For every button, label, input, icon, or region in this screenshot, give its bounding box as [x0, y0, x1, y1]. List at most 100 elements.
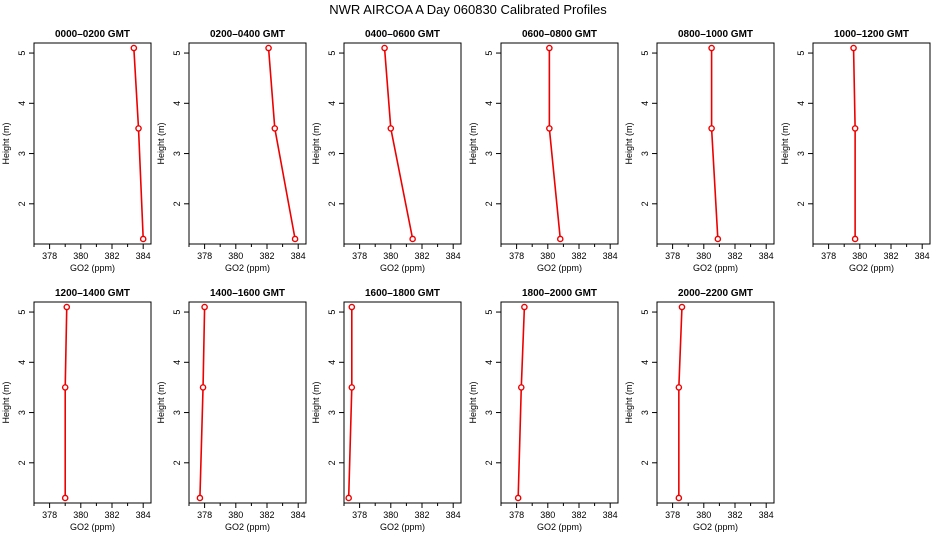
y-tick-label: 2 — [17, 460, 27, 465]
profile-panel-10: 1800–2000 GMT 378 380 382 384 2 3 4 5 GO2 (ppm) He… — [468, 288, 619, 532]
x-tick-label: 384 — [759, 510, 774, 520]
y-tick-label: 2 — [640, 460, 650, 465]
figure-title: NWR AIRCOA A Day 060830 Calibrated Profi… — [329, 2, 607, 17]
profile-point — [61, 384, 69, 391]
x-axis-label: GO2 (ppm) — [693, 522, 738, 532]
y-tick-label: 3 — [640, 410, 650, 415]
profile-panel-11: 2000–2200 GMT 378 380 382 384 2 3 4 5 GO2 (ppm) He… — [624, 288, 775, 532]
panel-title: 1400–1600 GMT — [210, 288, 285, 299]
x-tick-label: 378 — [197, 510, 212, 520]
y-tick-label: 5 — [327, 51, 337, 56]
y-tick-label: 2 — [484, 201, 494, 206]
y-tick-label: 3 — [172, 410, 182, 415]
profile-panel-3: 0400–0600 GMT 378 380 382 384 2 3 4 5 GO2 (ppm) He… — [311, 29, 462, 273]
profile-point — [546, 125, 553, 132]
x-tick-label: 378 — [665, 510, 680, 520]
profile-point — [139, 235, 147, 243]
y-tick-label: 3 — [327, 410, 337, 415]
profile-line — [678, 306, 683, 498]
x-tick-label: 382 — [414, 510, 429, 520]
y-tick-label: 5 — [172, 51, 182, 56]
profile-point — [708, 125, 715, 132]
x-tick-label: 378 — [197, 251, 212, 261]
y-tick-label: 4 — [327, 101, 337, 106]
x-tick-label: 380 — [540, 251, 555, 261]
x-tick-label: 380 — [383, 251, 398, 261]
profile-point — [708, 44, 715, 52]
profile-line — [548, 48, 562, 240]
profile-line — [133, 47, 144, 240]
plot-frame — [343, 301, 462, 504]
y-tick-label: 5 — [640, 310, 650, 315]
profile-point — [850, 44, 857, 52]
plot-frame — [33, 42, 152, 245]
y-tick-label: 5 — [640, 51, 650, 56]
profile-point — [675, 494, 683, 502]
x-tick-label: 384 — [136, 251, 151, 261]
y-tick-label: 5 — [17, 51, 27, 56]
panel-title: 2000–2200 GMT — [678, 288, 753, 299]
y-axis-label: Height (m) — [1, 122, 11, 164]
y-axis-label: Height (m) — [780, 122, 790, 164]
x-tick-label: 380 — [540, 510, 555, 520]
profile-panel-4: 0600–0800 GMT 378 380 382 384 2 3 4 5 GO2 (ppm) He… — [468, 29, 619, 273]
y-tick-label: 3 — [172, 151, 182, 156]
x-tick-label: 384 — [915, 251, 930, 261]
y-tick-label: 2 — [484, 460, 494, 465]
x-tick-label: 378 — [352, 510, 367, 520]
y-tick-label: 2 — [17, 201, 27, 206]
panel-title: 0800–1000 GMT — [678, 29, 753, 40]
panel-title: 0200–0400 GMT — [210, 29, 285, 40]
x-tick-label: 382 — [259, 510, 274, 520]
y-tick-label: 4 — [172, 360, 182, 365]
x-tick-label: 382 — [259, 251, 274, 261]
profile-point — [851, 235, 859, 243]
profile-line — [267, 47, 296, 240]
profile-panel-2: 0200–0400 GMT 378 380 382 384 2 3 4 5 GO2 (ppm) He… — [156, 29, 307, 273]
y-axis-label: Height (m) — [624, 122, 634, 164]
y-tick-label: 5 — [796, 51, 806, 56]
profile-panel-9: 1600–1800 GMT 378 380 382 384 2 3 4 5 GO2 (ppm) He… — [311, 288, 462, 532]
x-tick-label: 384 — [759, 251, 774, 261]
y-axis-label: Height (m) — [311, 122, 321, 164]
x-tick-label: 382 — [727, 510, 742, 520]
profile-point — [546, 44, 553, 52]
plot-frame — [500, 301, 619, 504]
y-tick-label: 2 — [172, 201, 182, 206]
x-tick-label: 378 — [509, 510, 524, 520]
plot-frame — [188, 301, 307, 504]
y-axis-label: Height (m) — [156, 122, 166, 164]
x-tick-label: 384 — [291, 251, 306, 261]
profile-point — [135, 125, 142, 132]
profile-point — [63, 303, 71, 311]
x-tick-label: 382 — [571, 510, 586, 520]
plot-frame — [343, 42, 462, 245]
x-tick-label: 382 — [571, 251, 586, 261]
profile-line — [199, 307, 206, 499]
y-tick-label: 2 — [327, 201, 337, 206]
panel-title: 1200–1400 GMT — [55, 288, 130, 299]
y-tick-label: 3 — [484, 410, 494, 415]
profile-panel-5: 0800–1000 GMT 378 380 382 384 2 3 4 5 GO2 (ppm) He… — [624, 29, 775, 273]
y-tick-label: 3 — [796, 151, 806, 156]
panel-title: 1800–2000 GMT — [522, 288, 597, 299]
profile-point — [348, 303, 356, 311]
x-tick-label: 380 — [73, 251, 88, 261]
y-tick-label: 4 — [17, 360, 27, 365]
profile-point — [196, 494, 204, 502]
y-tick-label: 4 — [796, 101, 806, 106]
panel-title: 1600–1800 GMT — [365, 288, 440, 299]
y-axis-label: Height (m) — [1, 381, 11, 423]
profile-point — [345, 494, 352, 502]
y-tick-label: 3 — [327, 151, 337, 156]
panel-title: 1000–1200 GMT — [834, 29, 909, 40]
x-tick-label: 380 — [696, 510, 711, 520]
x-tick-label: 378 — [665, 251, 680, 261]
plot-frame — [188, 42, 307, 245]
plot-frame — [656, 301, 775, 504]
panel-title: 0000–0200 GMT — [55, 29, 130, 40]
profile-line — [710, 48, 719, 240]
x-axis-label: GO2 (ppm) — [70, 522, 115, 532]
profile-point — [514, 494, 522, 502]
y-axis-label: Height (m) — [156, 381, 166, 423]
